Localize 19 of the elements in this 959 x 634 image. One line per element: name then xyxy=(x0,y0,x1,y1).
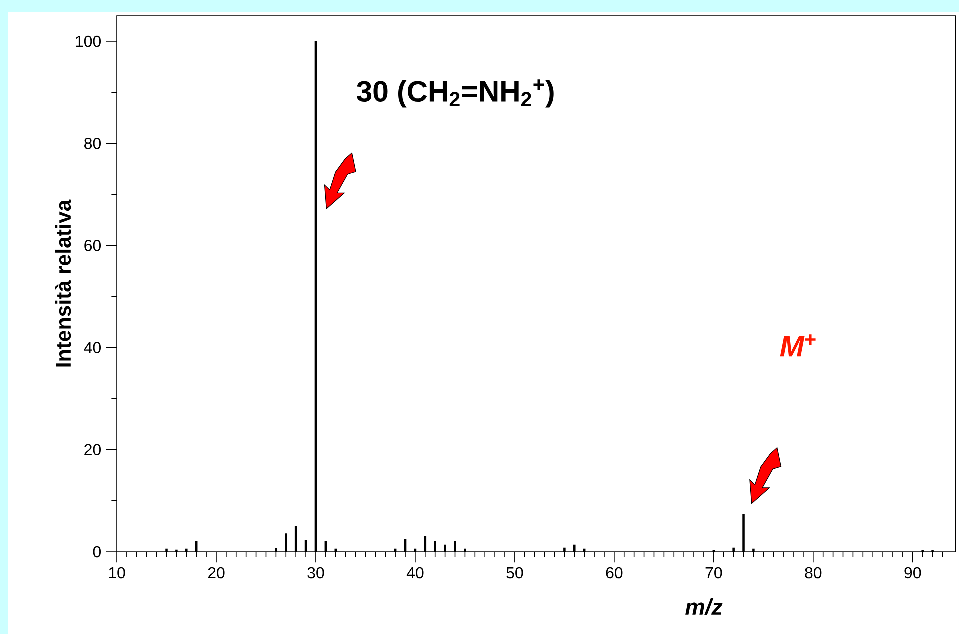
x-tick-label: 20 xyxy=(208,567,225,579)
annotation: M$^{+}$ xyxy=(780,334,816,357)
x-tick-label: 30 xyxy=(308,567,324,579)
x-tick-label: 80 xyxy=(805,567,822,579)
x-tick-label: 60 xyxy=(606,567,623,579)
y-tick-label: 0 xyxy=(93,546,102,558)
y-tick-label: 60 xyxy=(84,240,102,252)
y-tick-label: 40 xyxy=(84,342,102,354)
x-tick-label: 40 xyxy=(406,567,424,579)
y-tick-label: 20 xyxy=(84,444,102,456)
x-axis-title: m/z xyxy=(686,598,723,616)
x-tick-label: 70 xyxy=(706,567,722,579)
annotation: 30 (CH$_{2}$=NH$_{2}$$^{+}$) xyxy=(356,80,554,108)
x-tick-label: 10 xyxy=(109,567,126,579)
x-tick-label: 50 xyxy=(506,567,524,579)
y-tick-label: 100 xyxy=(76,36,102,48)
y-axis-title: Intensità relativa xyxy=(55,200,72,367)
y-tick-label: 80 xyxy=(84,138,102,150)
x-tick-label: 90 xyxy=(904,567,922,579)
